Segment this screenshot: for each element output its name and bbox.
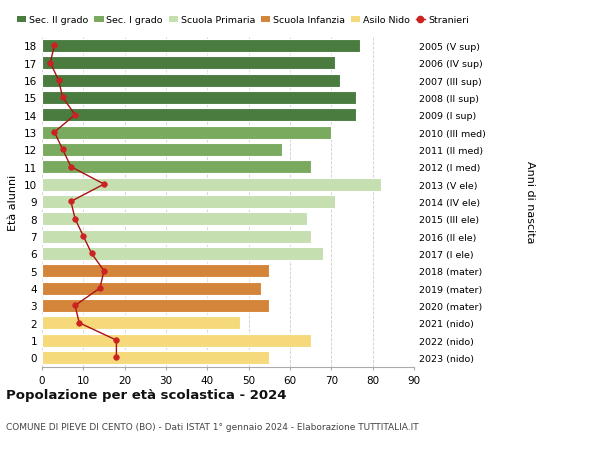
Bar <box>42 247 323 260</box>
Bar <box>42 196 335 208</box>
Bar <box>42 230 311 243</box>
Bar <box>42 351 269 364</box>
Bar <box>42 74 340 87</box>
Bar <box>42 265 269 278</box>
Text: Popolazione per età scolastica - 2024: Popolazione per età scolastica - 2024 <box>6 388 287 401</box>
Legend: Sec. II grado, Sec. I grado, Scuola Primaria, Scuola Infanzia, Asilo Nido, Stran: Sec. II grado, Sec. I grado, Scuola Prim… <box>17 17 469 25</box>
Bar <box>42 40 360 53</box>
Bar <box>42 213 307 226</box>
Bar <box>42 161 311 174</box>
Bar <box>42 178 381 191</box>
Bar <box>42 282 261 295</box>
Bar <box>42 144 282 157</box>
Bar <box>42 317 241 330</box>
Bar <box>42 92 356 105</box>
Bar <box>42 334 311 347</box>
Bar <box>42 57 335 70</box>
Bar <box>42 299 269 312</box>
Text: COMUNE DI PIEVE DI CENTO (BO) - Dati ISTAT 1° gennaio 2024 - Elaborazione TUTTIT: COMUNE DI PIEVE DI CENTO (BO) - Dati IST… <box>6 422 419 431</box>
Bar <box>42 126 331 139</box>
Bar <box>42 109 356 122</box>
Y-axis label: Età alunni: Età alunni <box>8 174 19 230</box>
Y-axis label: Anni di nascita: Anni di nascita <box>524 161 535 243</box>
